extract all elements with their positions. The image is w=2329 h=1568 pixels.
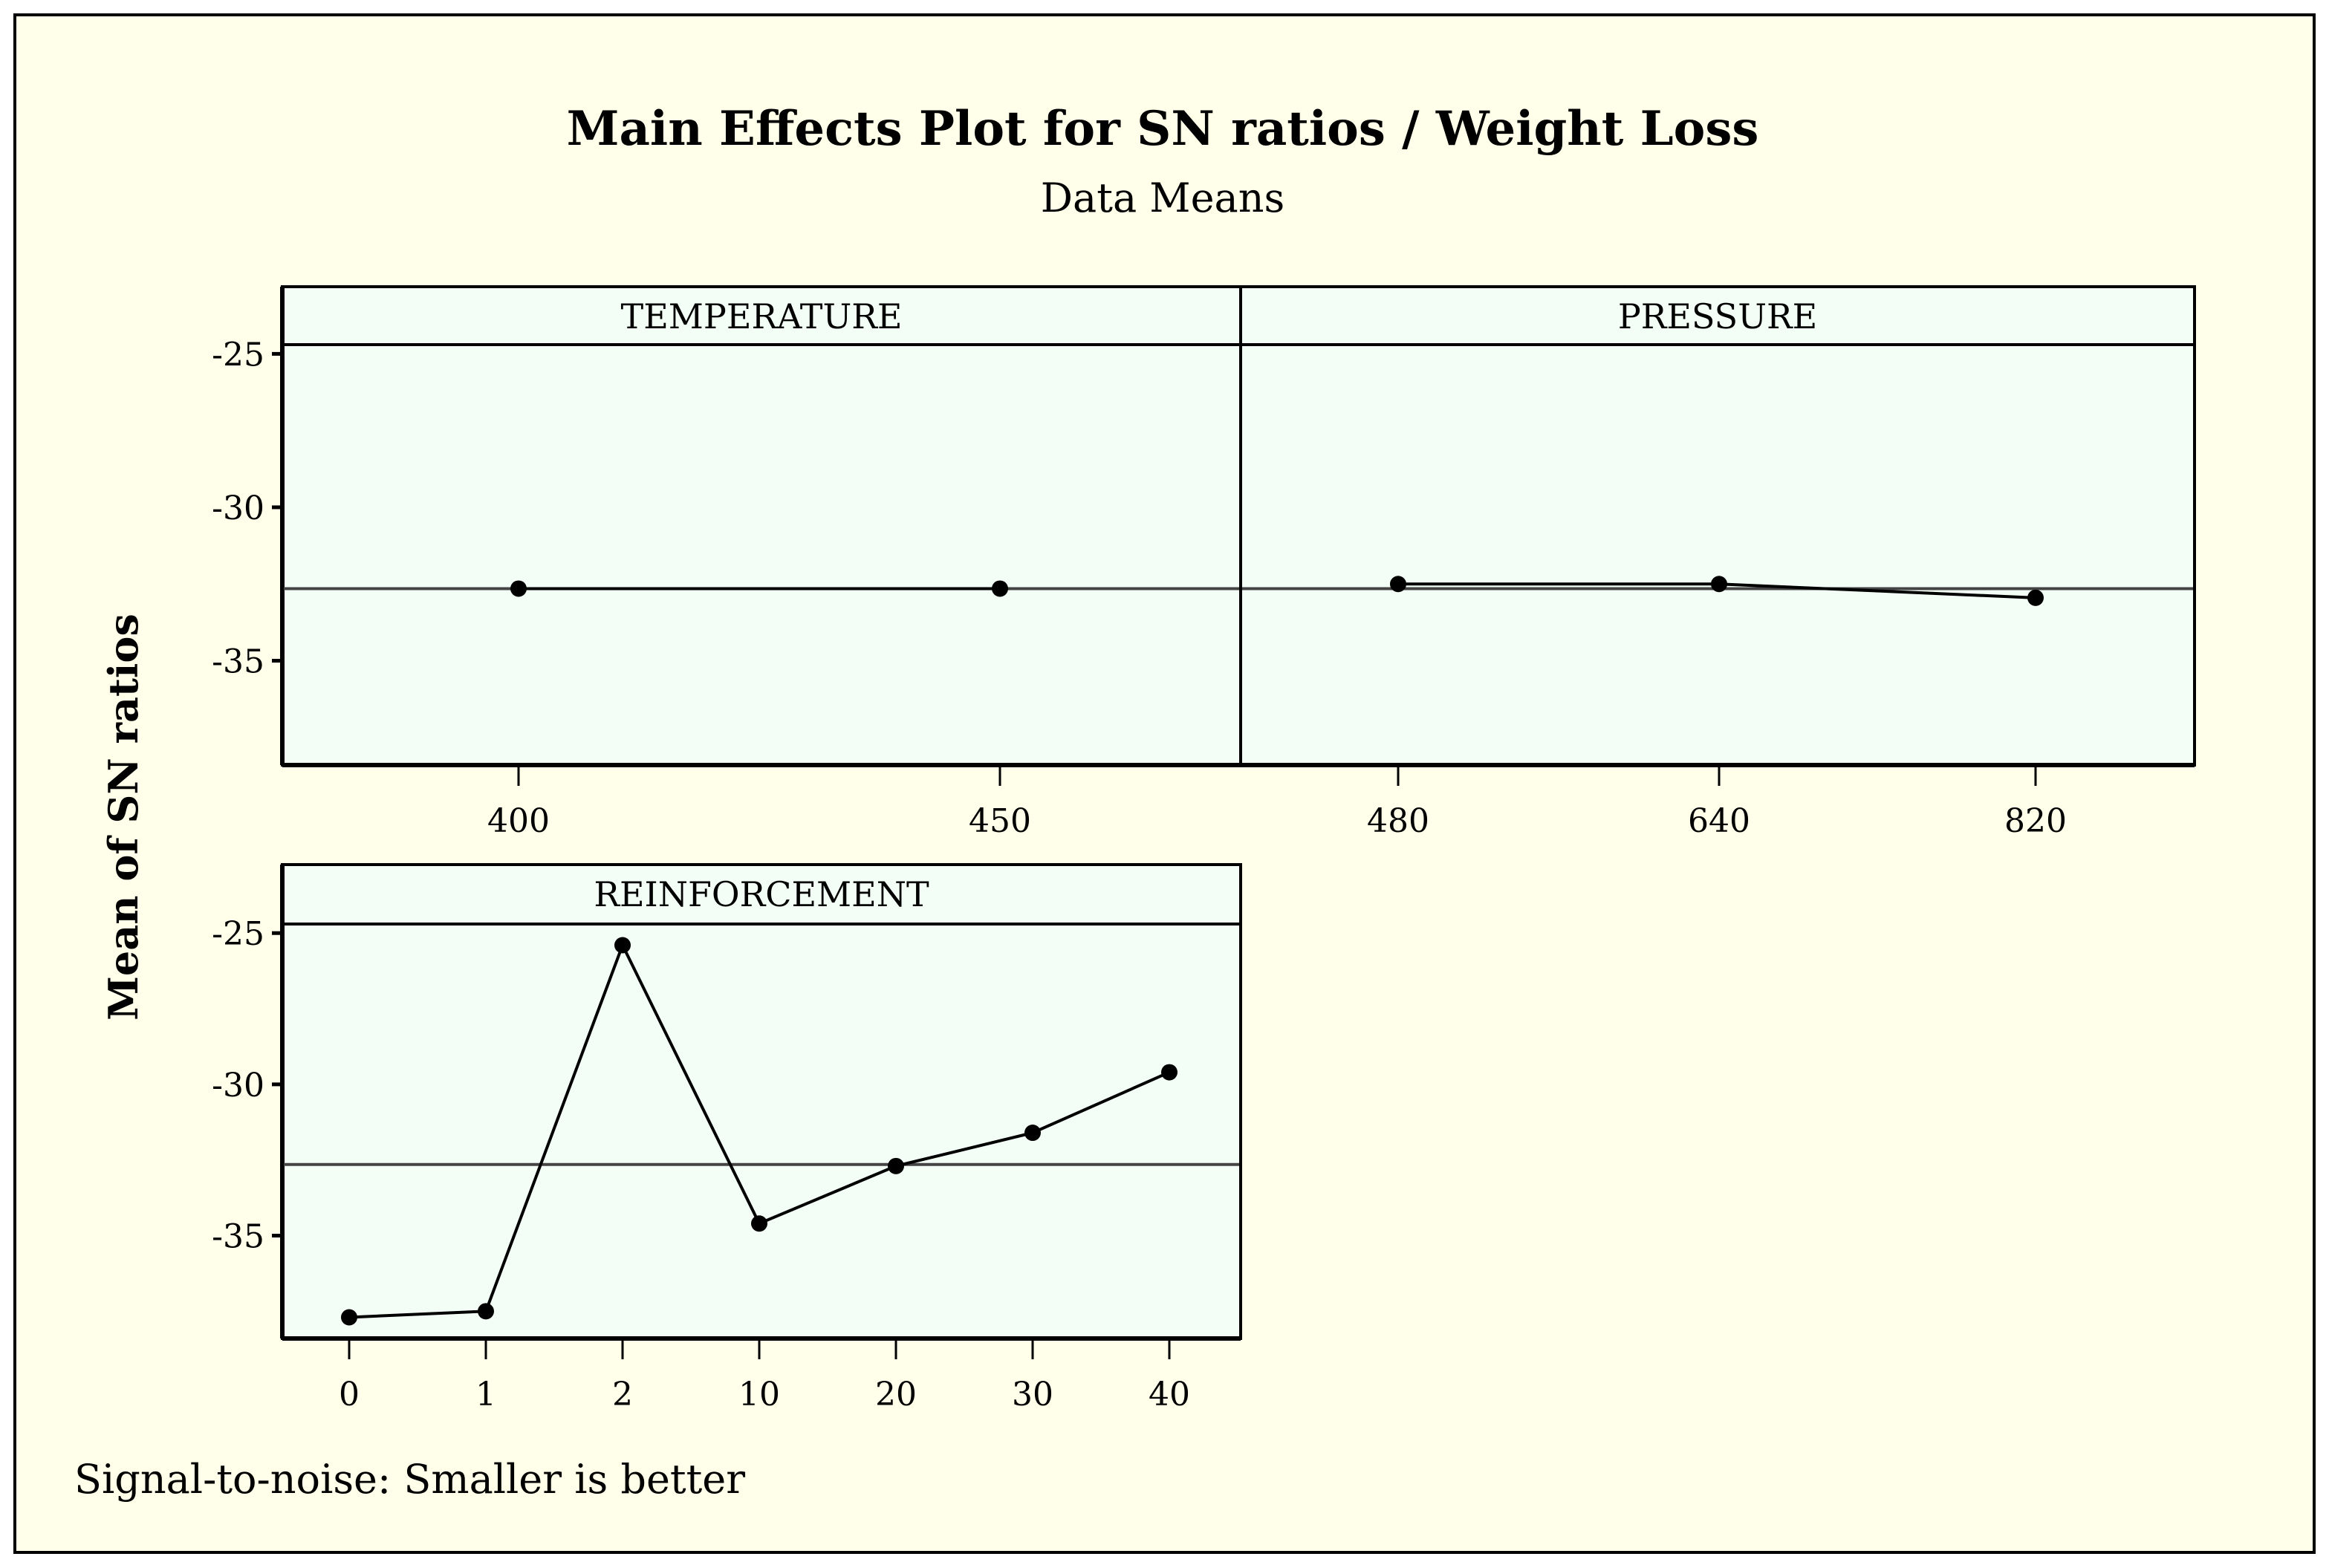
panel-reinforcement: REINFORCEMENT -25 -30 -35 0 1 2 10 20 30 40 bbox=[212, 863, 1242, 1414]
data-point bbox=[341, 1309, 357, 1326]
data-point bbox=[1390, 576, 1406, 593]
x-tick-label: 40 bbox=[1149, 1376, 1190, 1414]
x-tick-label: 30 bbox=[1012, 1376, 1053, 1414]
panel-header-label: TEMPERATURE bbox=[621, 296, 903, 336]
y-axis-label: Mean of SN ratios bbox=[100, 614, 147, 1021]
data-point bbox=[751, 1215, 767, 1232]
panel-header-label: PRESSURE bbox=[1618, 296, 1817, 336]
x-tick-label: 2 bbox=[612, 1376, 633, 1414]
data-point bbox=[1161, 1064, 1178, 1081]
panel-frame bbox=[281, 285, 1242, 767]
panel-pressure: PRESSURE 480 640 820 bbox=[1239, 285, 2196, 840]
x-tick-label: 820 bbox=[2004, 802, 2067, 840]
panel-temperature: TEMPERATURE -25 -30 -35 400 450 bbox=[212, 285, 1242, 840]
y-tick-label: -35 bbox=[212, 1218, 264, 1256]
data-point bbox=[510, 580, 527, 597]
x-tick-label: 10 bbox=[738, 1376, 780, 1414]
y-tick-label: -30 bbox=[212, 1067, 264, 1105]
data-point bbox=[478, 1303, 494, 1320]
x-tick-label: 0 bbox=[339, 1376, 360, 1414]
footnote: Signal-to-noise: Smaller is better bbox=[74, 1456, 745, 1503]
data-point bbox=[1024, 1125, 1041, 1142]
data-point bbox=[614, 937, 631, 954]
y-tick-label: -30 bbox=[212, 489, 264, 527]
data-point bbox=[888, 1157, 904, 1174]
x-tick-label: 480 bbox=[1367, 802, 1429, 840]
data-point bbox=[2027, 589, 2044, 606]
data-point bbox=[992, 580, 1008, 597]
y-tick-label: -25 bbox=[212, 915, 264, 953]
x-tick-label: 450 bbox=[969, 802, 1031, 840]
y-tick-label: -25 bbox=[212, 336, 264, 374]
panel-frame bbox=[1239, 285, 2196, 767]
y-tick-label: -35 bbox=[212, 643, 264, 681]
data-point bbox=[1711, 576, 1727, 593]
chart-subtitle: Data Means bbox=[1041, 175, 1284, 221]
chart-title: Main Effects Plot for SN ratios / Weight… bbox=[567, 101, 1759, 157]
x-tick-label: 20 bbox=[875, 1376, 917, 1414]
x-tick-label: 1 bbox=[475, 1376, 496, 1414]
x-tick-label: 400 bbox=[487, 802, 550, 840]
panel-header-label: REINFORCEMENT bbox=[594, 874, 929, 914]
x-tick-label: 640 bbox=[1688, 802, 1750, 840]
panel-frame bbox=[281, 863, 1242, 1340]
